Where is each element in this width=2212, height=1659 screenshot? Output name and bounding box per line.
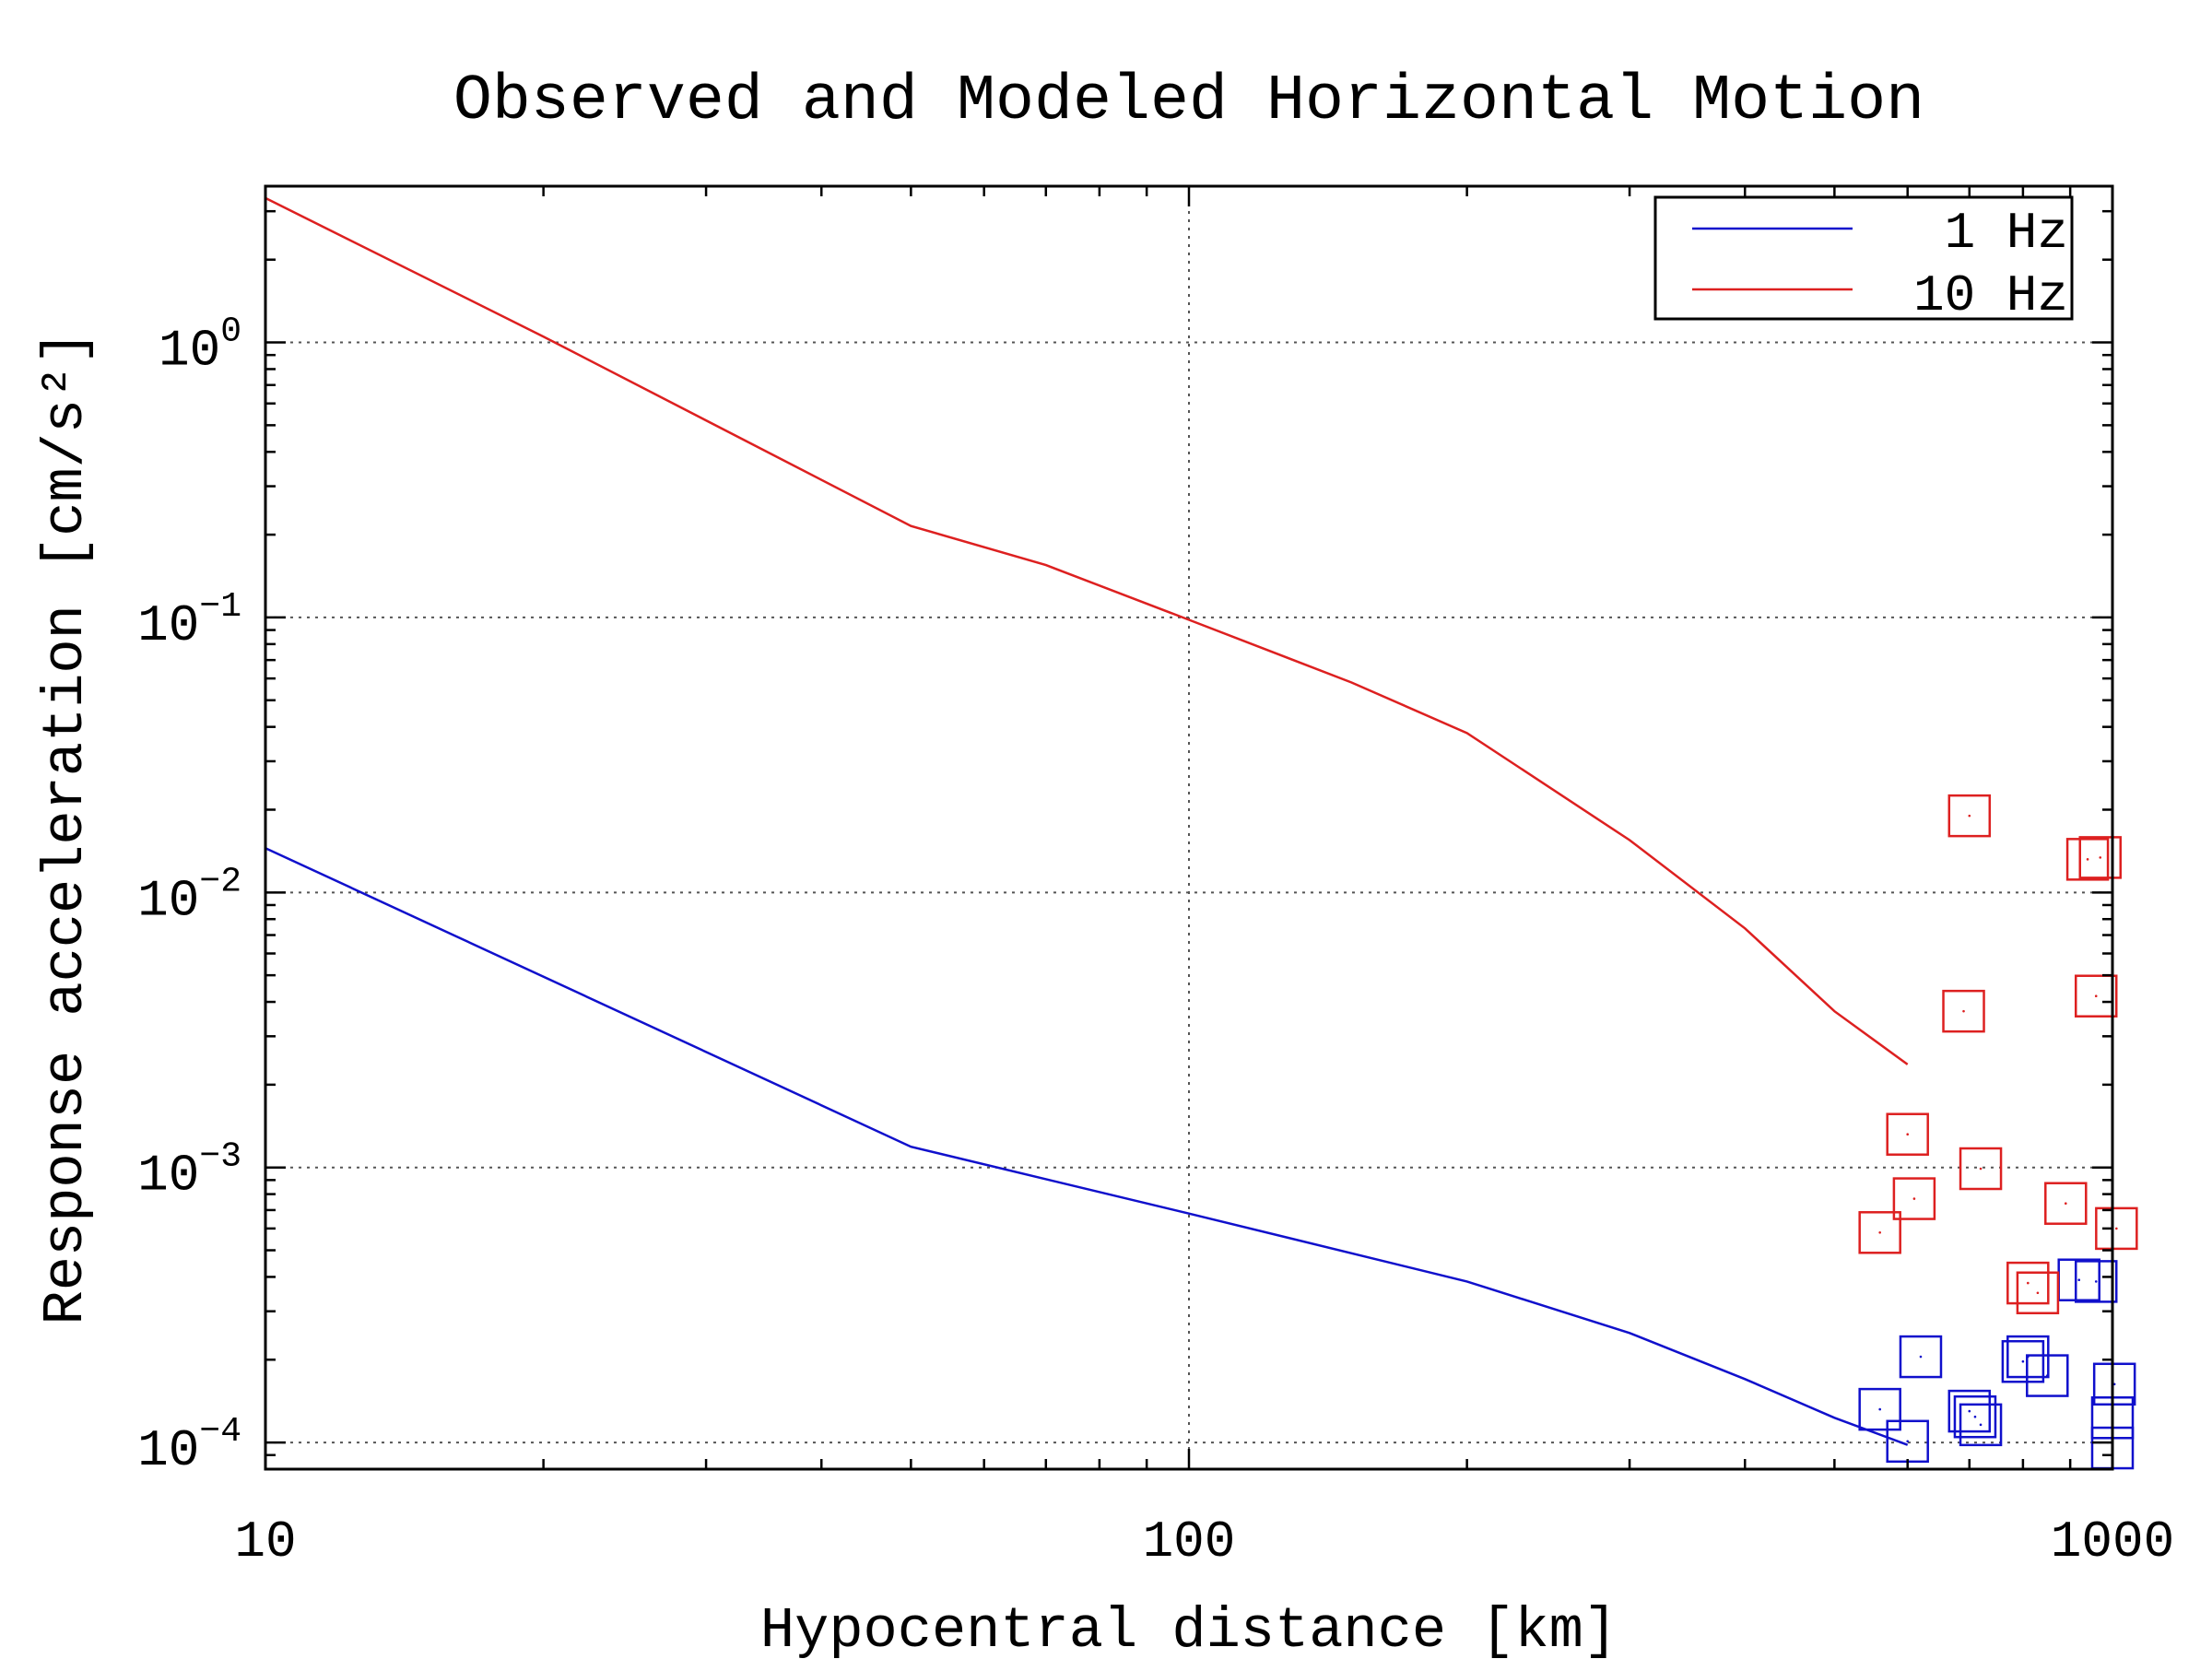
observed-marker	[2078, 836, 2122, 879]
observed-marker-center	[2021, 1359, 2025, 1363]
observed-marker-center	[1878, 1230, 1881, 1234]
legend-label-1hz: 1 Hz	[1945, 204, 2068, 263]
observed-marker	[1858, 1387, 1901, 1431]
x-tick-label: 10	[234, 1512, 296, 1571]
observed-marker-center	[2045, 1374, 2049, 1377]
observed-marker-center	[1906, 1133, 1910, 1136]
observed-marker	[2044, 1182, 2088, 1225]
observed-marker-center	[2064, 1202, 2067, 1206]
observed-marker-center	[1968, 814, 1971, 818]
grid-lines	[265, 186, 2112, 1469]
chart-title: Observed and Modeled Horizontal Motion	[453, 65, 1924, 138]
observed-marker-center	[1968, 1409, 1971, 1413]
observed-marker-center	[2094, 1280, 2098, 1283]
observed-marker-center	[1878, 1407, 1881, 1411]
observed-marker-center	[2077, 1278, 2081, 1282]
y-tick-label: 10−4	[137, 1412, 241, 1480]
observed-marker	[1858, 1211, 1901, 1254]
x-tick-label: 1000	[2051, 1512, 2174, 1571]
y-axis-label: Response acceleration [cm/s²]	[33, 331, 99, 1325]
axis-ticks	[264, 186, 2112, 1471]
observed-marker-center	[1979, 1423, 1983, 1427]
y-tick-label: 10−3	[137, 1137, 241, 1206]
observed-marker-center	[2099, 856, 2102, 859]
x-tick-label: 100	[1143, 1512, 1236, 1571]
legend-box	[1653, 195, 2074, 321]
observed-marker-center	[1962, 1009, 1965, 1013]
observed-marker-center	[2086, 858, 2089, 861]
observed-marker	[2095, 1206, 2138, 1251]
observed-marker	[1959, 1403, 2003, 1447]
observed-marker	[2065, 838, 2110, 881]
observed-marker-center	[1919, 1355, 1923, 1359]
observed-marker	[2074, 1260, 2118, 1303]
observed-marker-center	[1912, 1197, 1916, 1200]
y-tick-label: 100	[159, 312, 241, 381]
observed-marker-center	[2115, 1227, 2118, 1230]
observed-marker	[2074, 974, 2118, 1018]
observed-marker-center	[1906, 1440, 1910, 1443]
legend-label-10hz: 10 Hz	[1913, 266, 2068, 325]
observed-marker	[1959, 1147, 2003, 1191]
y-tick-label: 10−1	[137, 587, 241, 655]
y-tick-label: 10−2	[137, 862, 241, 930]
series-line-10hz	[265, 196, 1909, 1065]
observed-marker-center	[2036, 1291, 2040, 1295]
observed-marker-center	[2027, 1281, 2030, 1285]
series-line-1hz	[265, 847, 1909, 1446]
plot-area	[265, 196, 2138, 1470]
observed-marker-center	[2094, 994, 2098, 998]
observed-marker	[1899, 1335, 1943, 1379]
observed-marker	[1953, 1394, 1997, 1439]
observed-marker	[1886, 1112, 1929, 1156]
observed-marker	[2016, 1271, 2060, 1314]
observed-marker-center	[1973, 1415, 1977, 1418]
observed-marker	[2026, 1354, 2069, 1397]
observed-marker	[2092, 1362, 2136, 1406]
observed-marker	[2001, 1339, 2045, 1383]
observed-marker	[1892, 1177, 1936, 1220]
observed-marker	[1947, 794, 1992, 838]
observed-marker	[1947, 1389, 1992, 1433]
x-axis-label: Hypocentral distance [km]	[760, 1598, 1618, 1659]
legend: 1 Hz 10 Hz	[1653, 195, 2074, 325]
observed-marker	[2006, 1261, 2050, 1305]
observed-marker	[1942, 989, 1985, 1033]
observed-marker-center	[2112, 1382, 2116, 1386]
observed-marker-center	[1979, 1167, 1983, 1171]
